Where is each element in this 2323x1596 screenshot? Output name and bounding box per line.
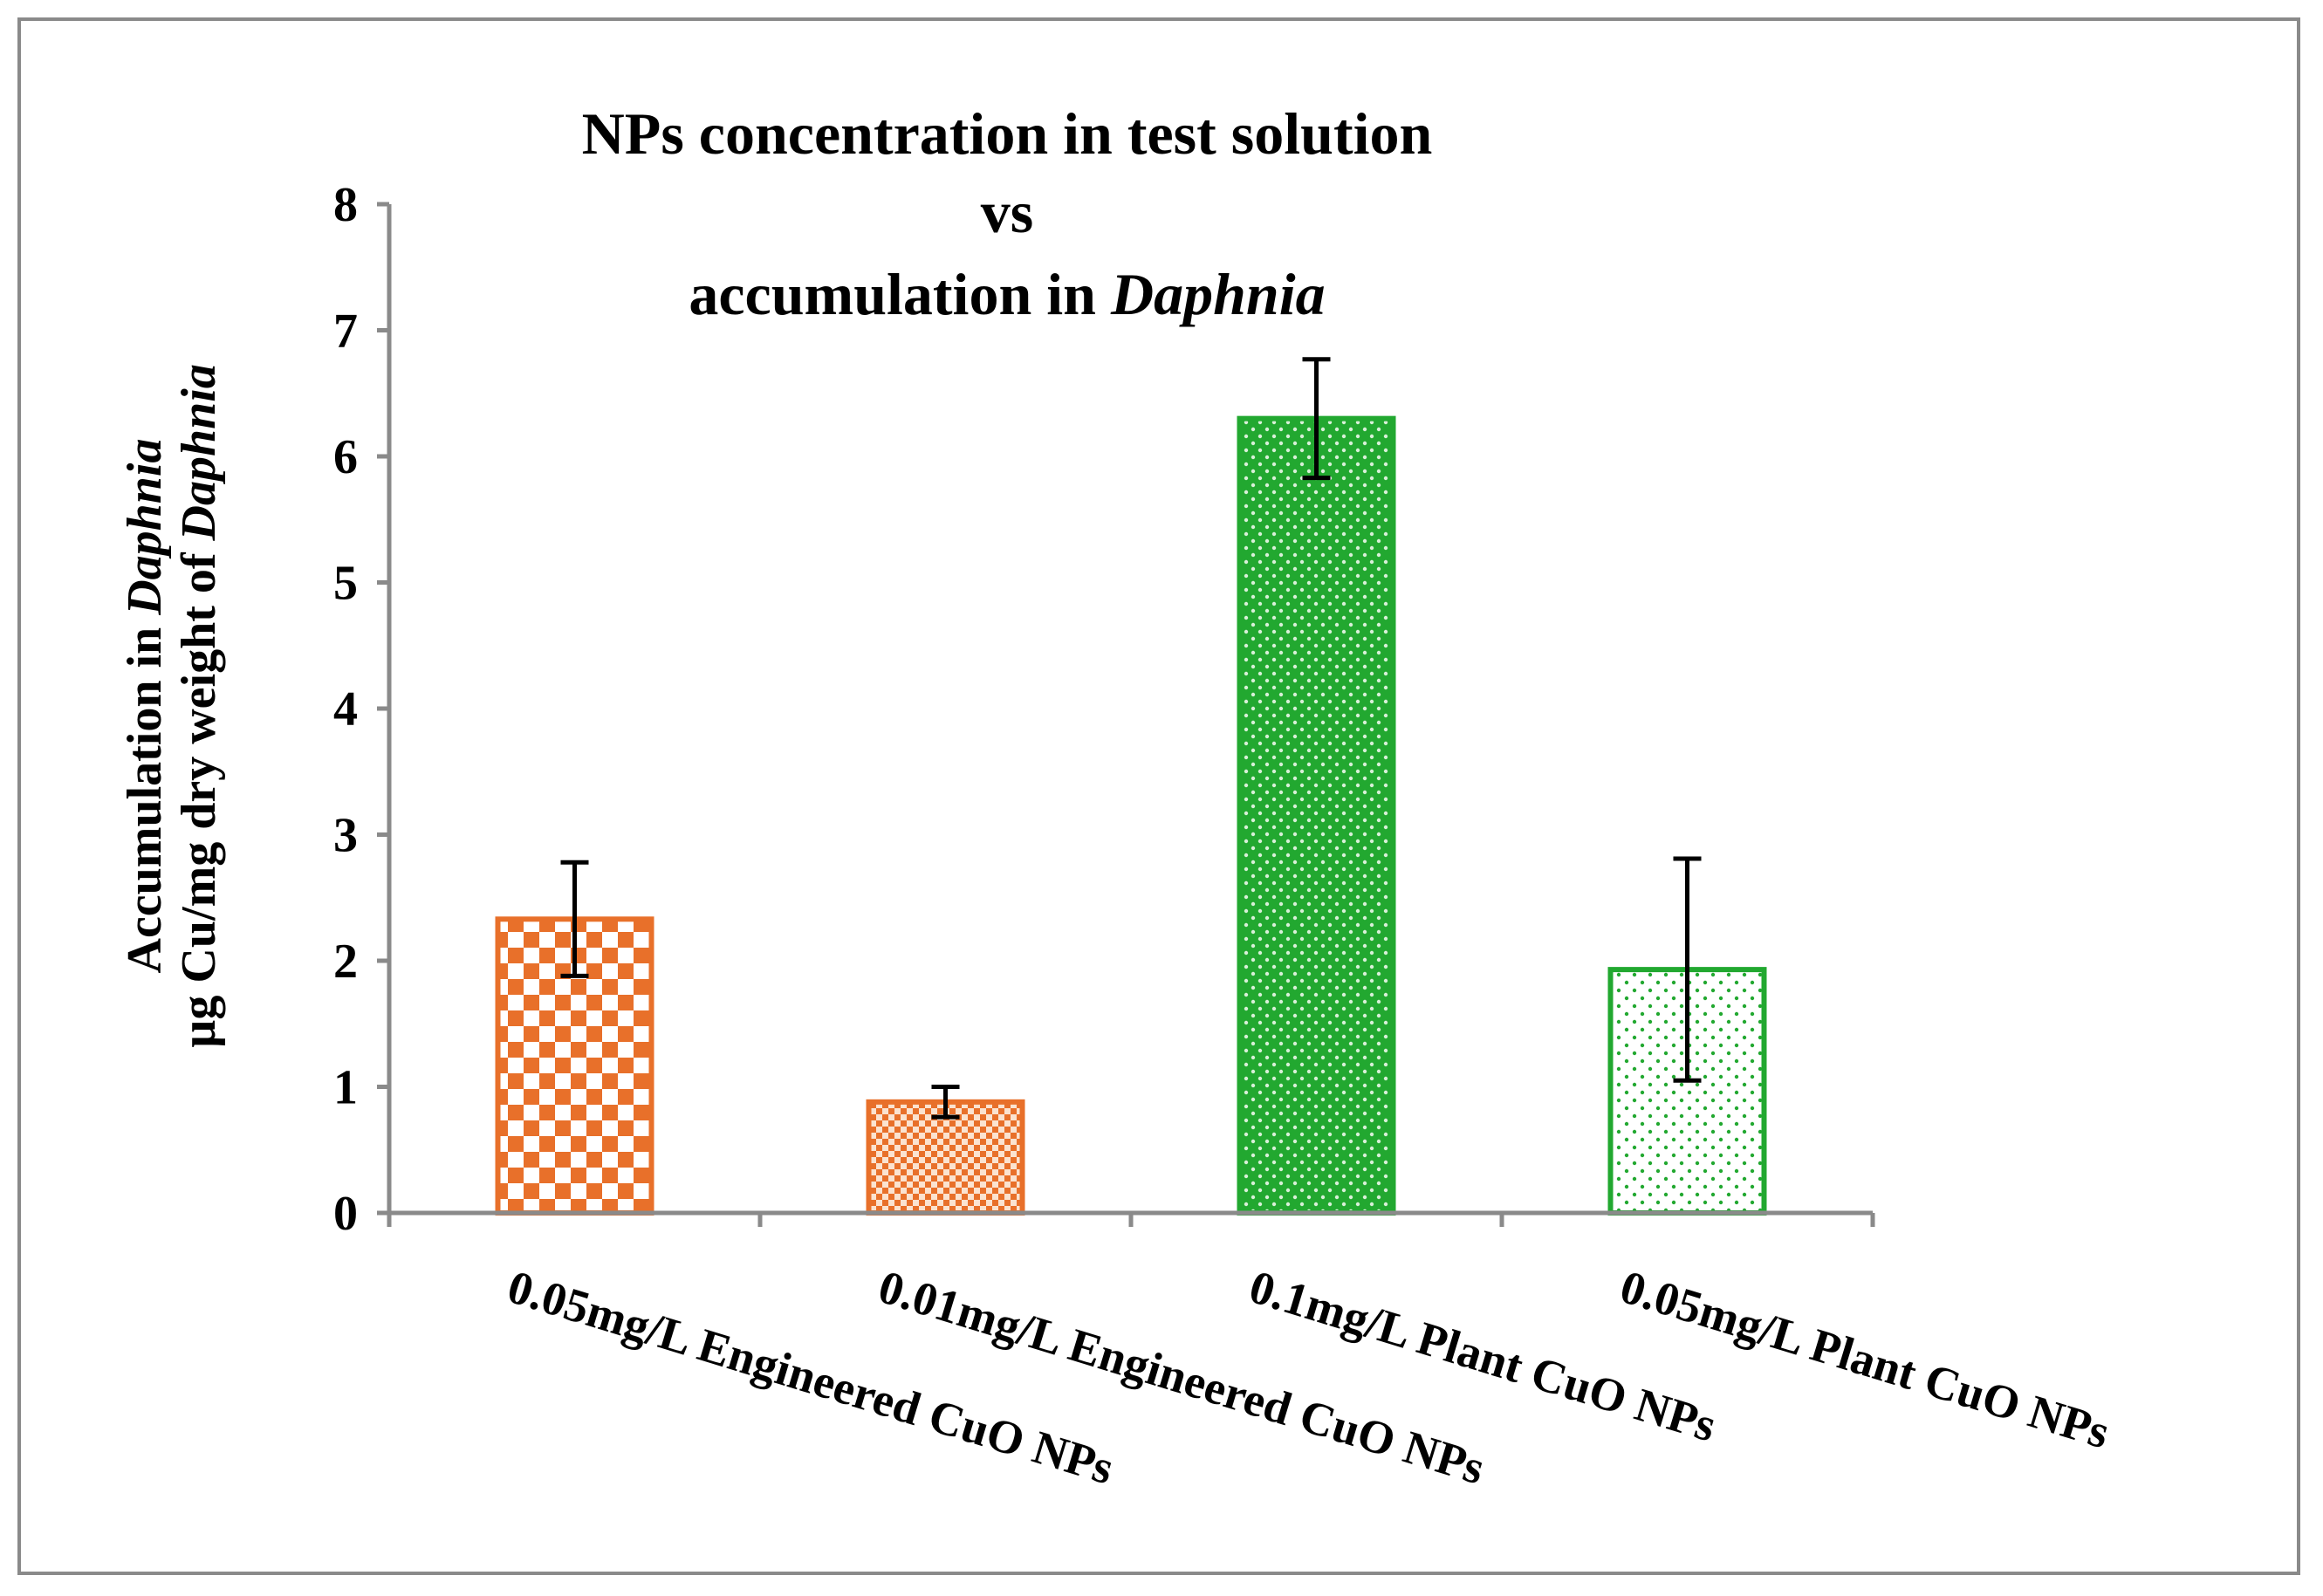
error-bar-1 [560,860,589,978]
error-bars-layer [560,357,1702,1120]
y-axis-label-line-1: Accumulation in Daphnia [118,439,172,974]
y-tick-label-2: 2 [333,935,358,989]
chart-svg: NPs concentration in test solution vs ac… [118,100,2115,1495]
axes-layer [377,202,1875,1227]
chart-title-line-2-text: vs [981,179,1033,245]
y-axis-label: Accumulation in Daphnia µg Cu/mg dry wei… [118,364,226,1048]
y-tick-label-3: 3 [333,809,358,863]
chart-frame: NPs concentration in test solution vs ac… [17,17,2300,1575]
chart-title-line-3: accumulation in Daphnia [689,261,1325,327]
chart-title-line-1-text: NPs concentration in test solution [582,100,1433,167]
bar-3 [1237,415,1396,1216]
chart-title-line-1: NPs concentration in test solution [582,100,1433,167]
y-tick-label-7: 7 [333,305,358,359]
error-bar-4 [1673,856,1702,1083]
y-tick-label-4: 4 [333,682,358,736]
chart-title-line-2: vs [981,179,1033,245]
error-bar-3 [1302,357,1331,481]
x-category-label-1: 0.05mg/L Engineered CuO NPs [502,1260,1120,1494]
y-tick-labels: 0 1 2 3 4 5 6 7 8 [333,178,358,1241]
chart-title-line-3-text: accumulation in [689,261,1111,327]
y-axis-label-line-2-italic: Daphnia [172,364,226,541]
y-tick-label-8: 8 [333,178,358,232]
bars-layer [495,415,1767,1216]
y-axis-label-line-2-text: µg Cu/mg dry weight of [172,540,226,1047]
y-tick-label-6: 6 [333,430,358,484]
error-bar-2 [931,1085,960,1120]
y-tick-label-5: 5 [333,557,358,611]
y-axis-label-line-1-text: Accumulation in [118,615,172,974]
y-tick-label-1: 1 [333,1061,358,1115]
y-axis-label-line-1-italic: Daphnia [118,439,172,616]
y-axis-label-line-2: µg Cu/mg dry weight of Daphnia [172,364,226,1048]
y-tick-label-0: 0 [333,1187,358,1241]
chart-title-line-3-italic: Daphnia [1110,261,1326,327]
x-category-label-2: 0.01mg/L Engineered CuO NPs [873,1260,1490,1494]
